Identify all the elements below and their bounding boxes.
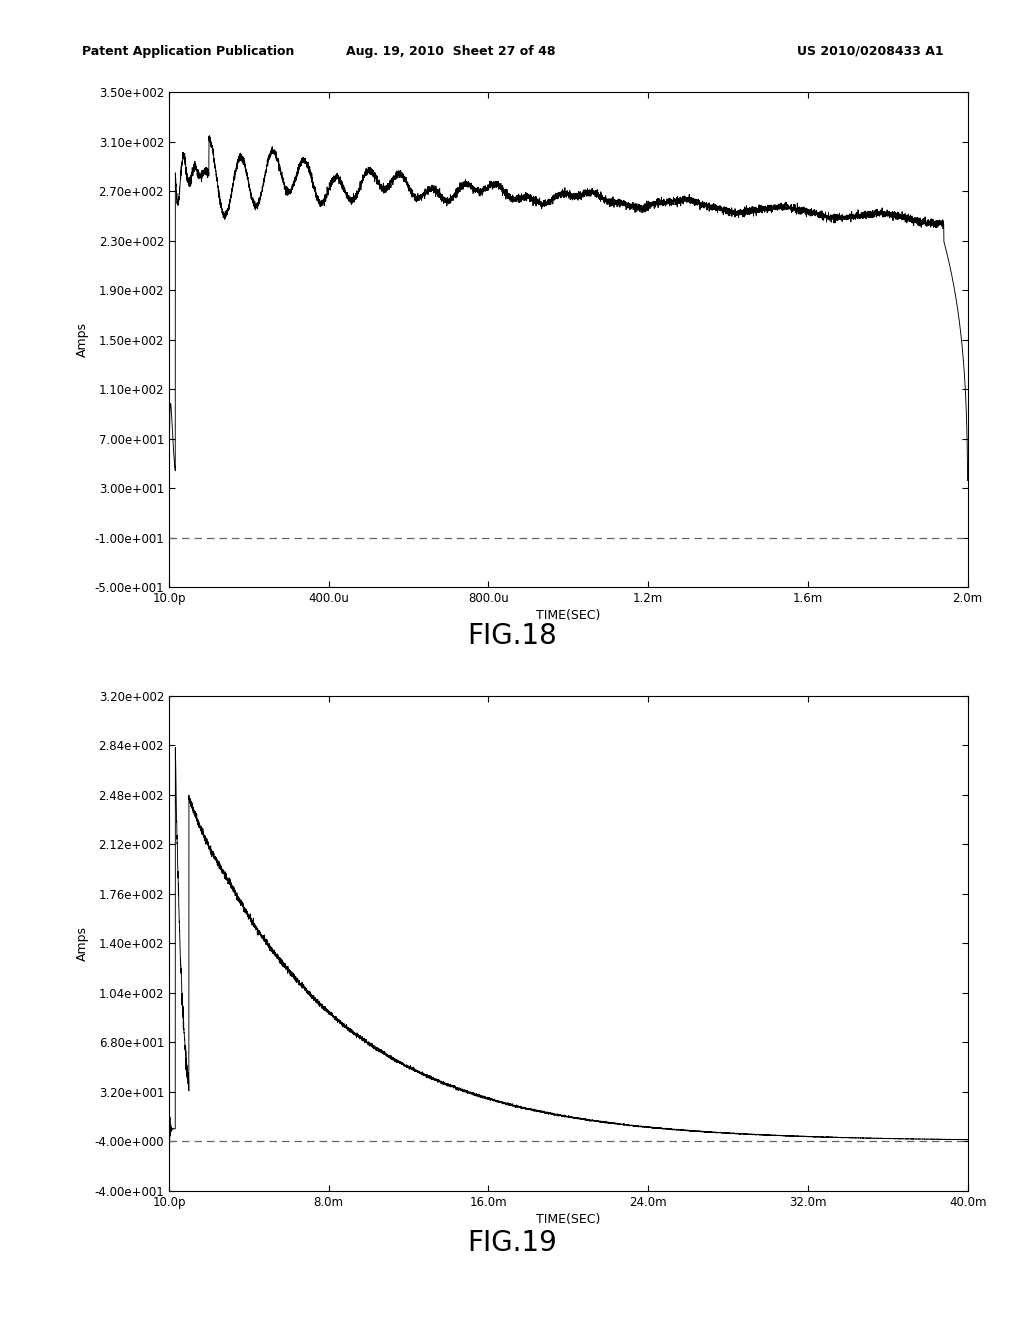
- Text: Aug. 19, 2010  Sheet 27 of 48: Aug. 19, 2010 Sheet 27 of 48: [346, 45, 555, 58]
- Y-axis label: Amps: Amps: [76, 322, 89, 358]
- X-axis label: TIME(SEC): TIME(SEC): [537, 610, 600, 623]
- Text: US 2010/0208433 A1: US 2010/0208433 A1: [797, 45, 944, 58]
- Text: FIG.18: FIG.18: [467, 622, 557, 651]
- X-axis label: TIME(SEC): TIME(SEC): [537, 1213, 600, 1226]
- Y-axis label: Amps: Amps: [76, 925, 89, 961]
- Text: Patent Application Publication: Patent Application Publication: [82, 45, 294, 58]
- Text: FIG.19: FIG.19: [467, 1229, 557, 1258]
